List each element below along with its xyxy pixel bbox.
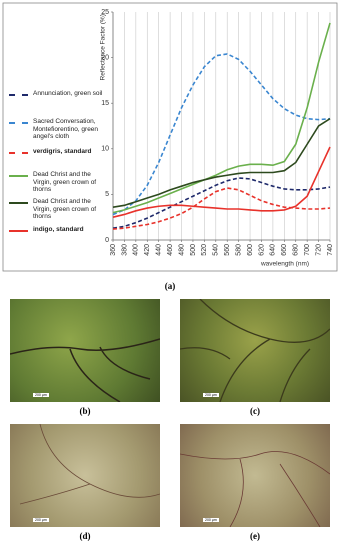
micrograph: 200 µm (180, 299, 330, 402)
series-line (112, 177, 331, 229)
x-tick-label: 400 (133, 244, 140, 256)
y-tick-label: 0 (105, 237, 109, 244)
series-line (112, 53, 331, 216)
x-tick-label: 520 (201, 244, 208, 256)
caption: (c) (250, 406, 260, 416)
scale-bar: 200 µm (203, 393, 219, 397)
caption: (d) (79, 531, 91, 541)
micrograph: 200 µm (10, 424, 160, 527)
caption: (e) (250, 531, 260, 541)
series-line (112, 118, 331, 208)
legend-label: Sacred Conversation, Montefiorentino, gr… (33, 118, 99, 140)
x-tick-label: 440 (156, 244, 163, 256)
crack-lines (180, 451, 330, 527)
legend-label: Dead Christ and the Virgin, green crown … (33, 171, 97, 193)
legend-swatch (9, 175, 28, 177)
x-tick-label: 700 (304, 244, 311, 256)
x-tick-label: 460 (167, 244, 174, 256)
x-tick-label: 500 (190, 244, 197, 256)
y-axis-label: Reflectance Factor (%) (100, 14, 107, 80)
crack-lines (180, 299, 330, 402)
y-tick-label: 25 (101, 9, 109, 16)
micrograph: 200 µm (10, 299, 160, 402)
chart: 360 380 400 420 440 460 480 500 520 540 560 580 600 6… (2, 2, 338, 272)
x-tick-label: 720 (315, 244, 322, 256)
x-tick-label: 540 (213, 244, 220, 256)
legend-label: Annunciation, green soil (33, 90, 103, 97)
legend-swatch (9, 202, 28, 204)
x-axis-label: wavelength (nm) (260, 261, 309, 268)
legend-label: verdigris, standard (33, 148, 92, 155)
legend-swatch (9, 152, 28, 154)
crack-lines (19, 424, 160, 505)
scale-bar: 200 µm (203, 518, 219, 522)
caption: (b) (79, 406, 91, 416)
x-tick-label: 480 (178, 244, 185, 256)
scale-bar: 200 µm (33, 393, 49, 397)
x-tick-label: 680 (293, 244, 300, 256)
legend-swatch (9, 230, 28, 232)
x-tick-label: 420 (144, 244, 151, 256)
x-tick-label: 580 (235, 244, 242, 256)
chart-frame (2, 2, 338, 272)
x-tick-label: 660 (281, 244, 288, 256)
legend-label: Dead Christ and the Virgin, green crown … (33, 198, 97, 220)
x-tick-label: 640 (270, 244, 277, 256)
x-tick-label: 620 (258, 244, 265, 256)
micrograph: 200 µm (180, 424, 330, 527)
x-tick-label: 380 (121, 244, 128, 256)
x-tick-label: 740 (327, 244, 334, 256)
x-tick-label: 560 (224, 244, 231, 256)
series-line (112, 146, 331, 218)
legend-label: indigo, standard (33, 226, 84, 233)
x-tick-label: 600 (247, 244, 254, 256)
scale-bar: 200 µm (33, 518, 49, 522)
y-tick-label: 15 (101, 100, 109, 107)
series-line (112, 187, 331, 230)
y-tick-label: 20 (101, 54, 109, 61)
y-tick-label: 10 (101, 146, 109, 153)
y-tick-label: 5 (105, 191, 109, 198)
legend-swatch (9, 122, 28, 124)
series-line (112, 22, 331, 214)
x-tick-label: 360 (110, 244, 117, 256)
crack-lines (10, 338, 160, 402)
legend-swatch (9, 94, 28, 96)
caption: (a) (164, 281, 176, 291)
